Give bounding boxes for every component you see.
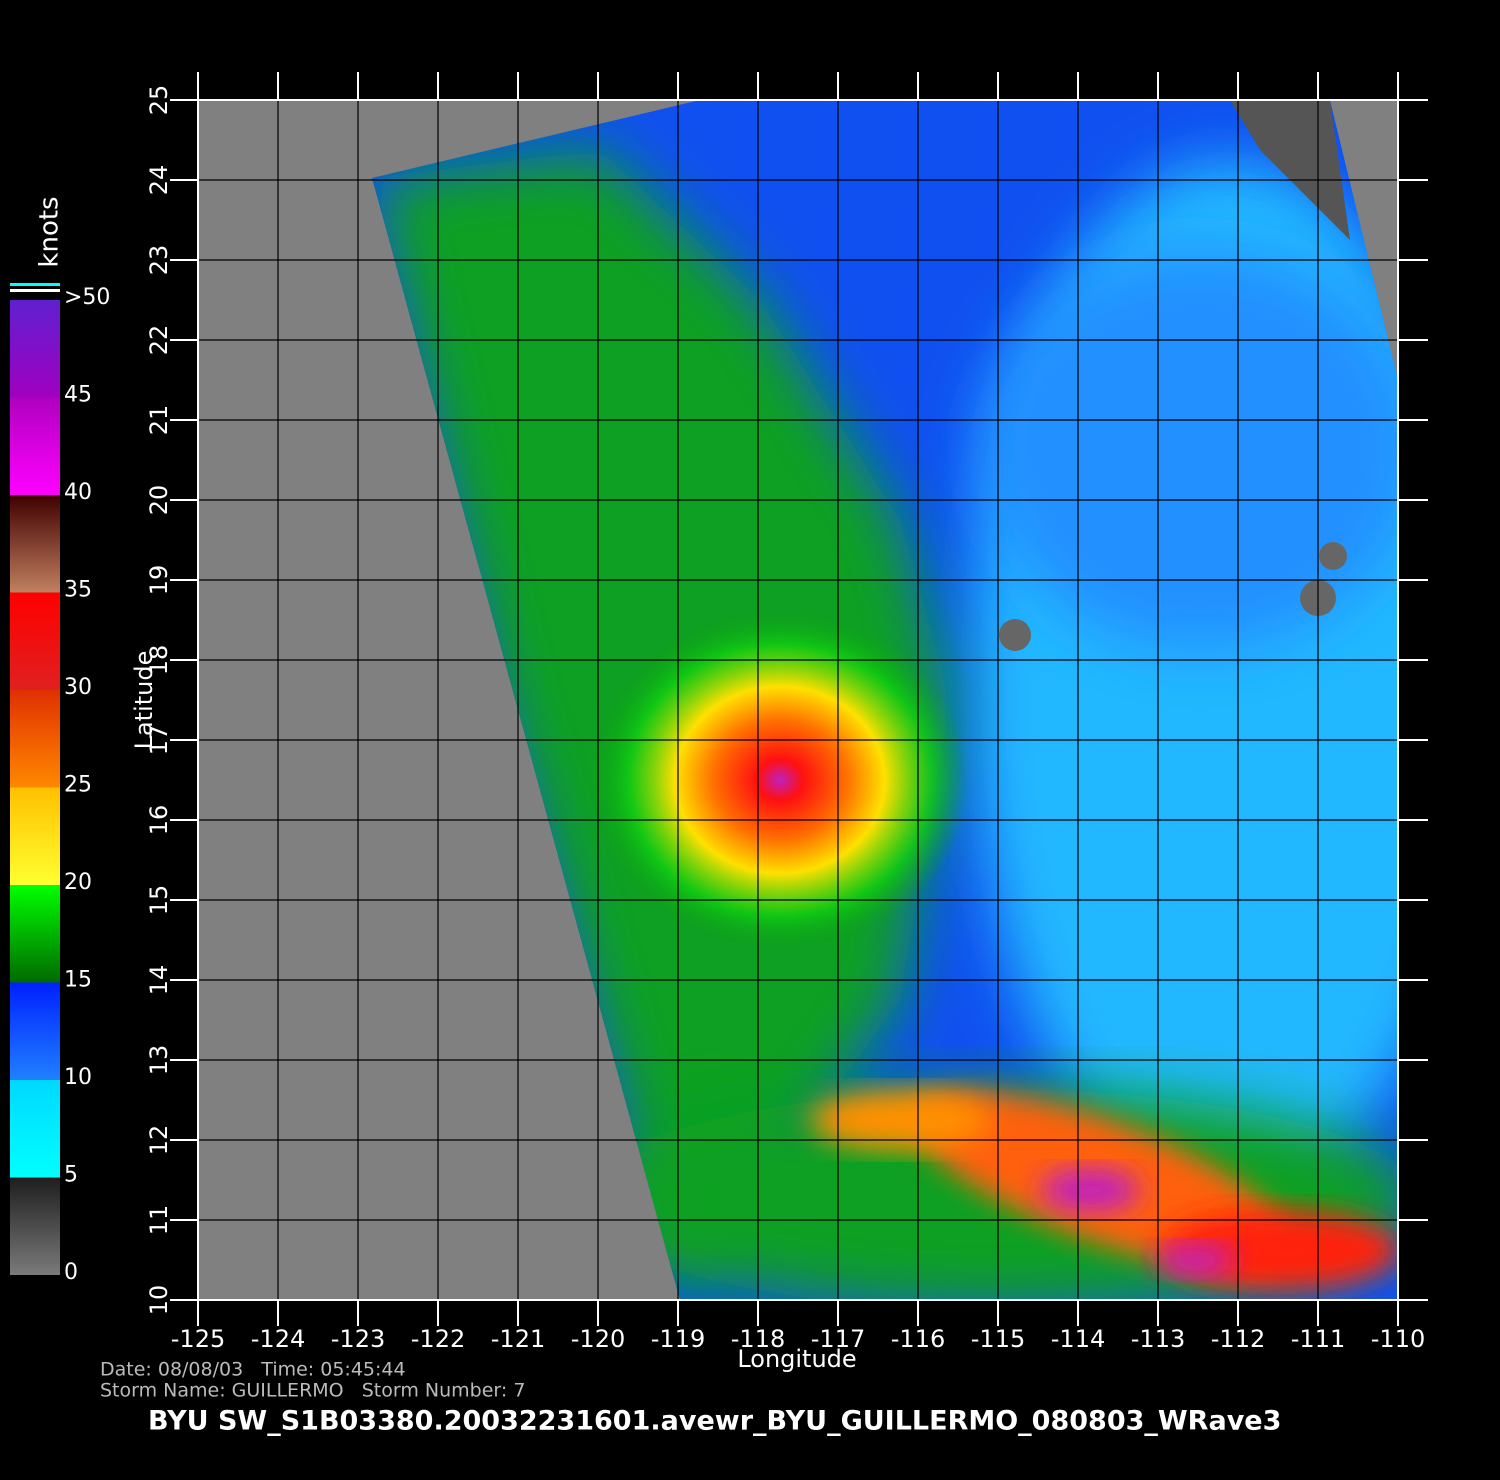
y-tick-label: 20 xyxy=(145,485,173,516)
colorbar-label: 5 xyxy=(64,1163,78,1188)
y-tick-label: 19 xyxy=(145,565,173,596)
y-tick-label: 16 xyxy=(145,805,173,836)
x-tick-label: -115 xyxy=(971,1325,1025,1353)
x-tick-label: -113 xyxy=(1131,1325,1185,1353)
y-axis-title: Latitude xyxy=(130,651,158,750)
colorbar-label: 30 xyxy=(64,675,92,700)
colorbar: 0 5 10 15 20 25 30 35 40 45 >50 xyxy=(10,285,110,1285)
wind-swath xyxy=(372,100,1398,1300)
colorbar-label: 10 xyxy=(64,1065,92,1090)
y-tick-label: 12 xyxy=(145,1125,173,1156)
colorbar-segment xyxy=(10,885,60,983)
colorbar-label: 20 xyxy=(64,870,92,895)
colorbar-segment xyxy=(10,1177,60,1275)
plot-frame xyxy=(197,99,1399,1301)
y-tick-label: 14 xyxy=(145,965,173,996)
info-line: Storm Name: GUILLERMO Storm Number: 7 xyxy=(100,1380,525,1402)
x-tick-label: -118 xyxy=(731,1325,785,1353)
x-tick-label: -121 xyxy=(491,1325,545,1353)
colorbar-segment xyxy=(10,1080,60,1178)
x-tick-label: -110 xyxy=(1371,1325,1425,1353)
y-tick-label: 23 xyxy=(145,245,173,276)
x-tick-label: -111 xyxy=(1291,1325,1345,1353)
y-tick-label: 10 xyxy=(145,1285,173,1316)
colorbar-title: knots xyxy=(35,196,65,267)
colorbar-label: 35 xyxy=(64,578,92,603)
colorbar-segment xyxy=(10,982,60,1080)
colorbar-label: 45 xyxy=(64,383,92,408)
x-tick-label: -116 xyxy=(891,1325,945,1353)
caption: BYU SW_S1B03380.20032231601.avewr_BYU_GU… xyxy=(148,1406,1281,1437)
colorbar-stripe xyxy=(10,283,60,286)
x-tick-label: -125 xyxy=(171,1325,225,1353)
y-tick-label: 24 xyxy=(145,165,173,196)
info-line: Date: 08/08/03 Time: 05:45:44 xyxy=(100,1359,406,1381)
colorbar-stripe xyxy=(10,289,60,292)
y-tick-label: 11 xyxy=(145,1205,173,1236)
y-tick-label: 21 xyxy=(145,405,173,436)
y-tick-label: 25 xyxy=(145,85,173,116)
colorbar-segment xyxy=(10,495,60,593)
y-tick-label: 17 xyxy=(145,725,173,756)
x-tick-label: -119 xyxy=(651,1325,705,1353)
x-tick-label: -124 xyxy=(251,1325,305,1353)
y-tick-label: 18 xyxy=(145,645,173,676)
x-axis-title: Longitude xyxy=(737,1345,856,1373)
y-tick-label: 13 xyxy=(145,1045,173,1076)
colorbar-segment xyxy=(10,300,60,398)
x-tick-label: -120 xyxy=(571,1325,625,1353)
colorbar-label: 25 xyxy=(64,773,92,798)
x-tick-label: -123 xyxy=(331,1325,385,1353)
x-tick-label: -122 xyxy=(411,1325,465,1353)
colorbar-segment xyxy=(10,397,60,495)
colorbar-label: >50 xyxy=(64,285,110,310)
colorbar-segment xyxy=(10,787,60,885)
x-tick-label: -112 xyxy=(1211,1325,1265,1353)
colorbar-label: 15 xyxy=(64,968,92,993)
y-tick-label: 15 xyxy=(145,885,173,916)
colorbar-segment xyxy=(10,690,60,788)
colorbar-label: 40 xyxy=(64,480,92,505)
x-tick-label: -114 xyxy=(1051,1325,1105,1353)
y-tick-label: 22 xyxy=(145,325,173,356)
colorbar-label: 0 xyxy=(64,1260,78,1285)
x-tick-label: -117 xyxy=(811,1325,865,1353)
colorbar-segment xyxy=(10,592,60,690)
